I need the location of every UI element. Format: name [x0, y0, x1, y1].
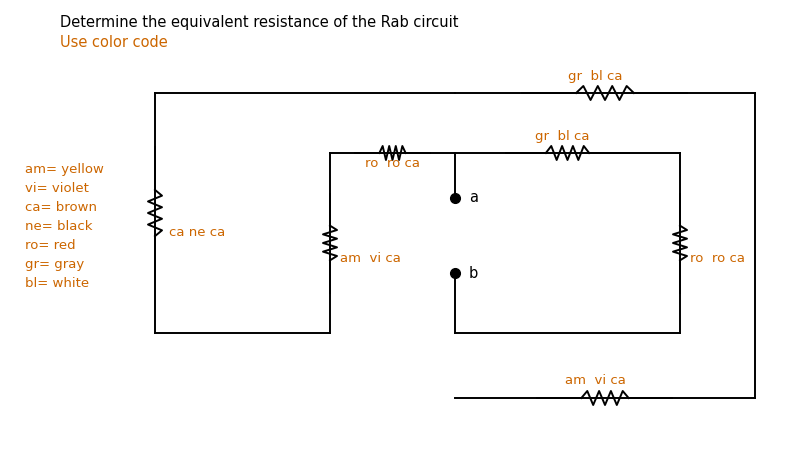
Text: gr= gray: gr= gray — [25, 258, 84, 271]
Text: Use color code: Use color code — [60, 35, 167, 50]
Text: am  vi ca: am vi ca — [340, 251, 401, 264]
Text: ca ne ca: ca ne ca — [169, 226, 225, 239]
Text: vi= violet: vi= violet — [25, 182, 89, 195]
Text: ca= brown: ca= brown — [25, 201, 97, 214]
Text: ne= black: ne= black — [25, 220, 92, 233]
Text: am  vi ca: am vi ca — [565, 374, 625, 387]
Text: Determine the equivalent resistance of the Rab circuit: Determine the equivalent resistance of t… — [60, 15, 459, 30]
Text: ro= red: ro= red — [25, 239, 75, 252]
Text: am= yellow: am= yellow — [25, 163, 104, 176]
Text: gr  bl ca: gr bl ca — [536, 130, 590, 143]
Text: a: a — [469, 190, 478, 206]
Text: gr  bl ca: gr bl ca — [568, 70, 622, 83]
Text: bl= white: bl= white — [25, 277, 89, 290]
Text: b: b — [469, 265, 478, 281]
Text: ro  ro ca: ro ro ca — [365, 157, 420, 170]
Text: ro  ro ca: ro ro ca — [690, 251, 745, 264]
